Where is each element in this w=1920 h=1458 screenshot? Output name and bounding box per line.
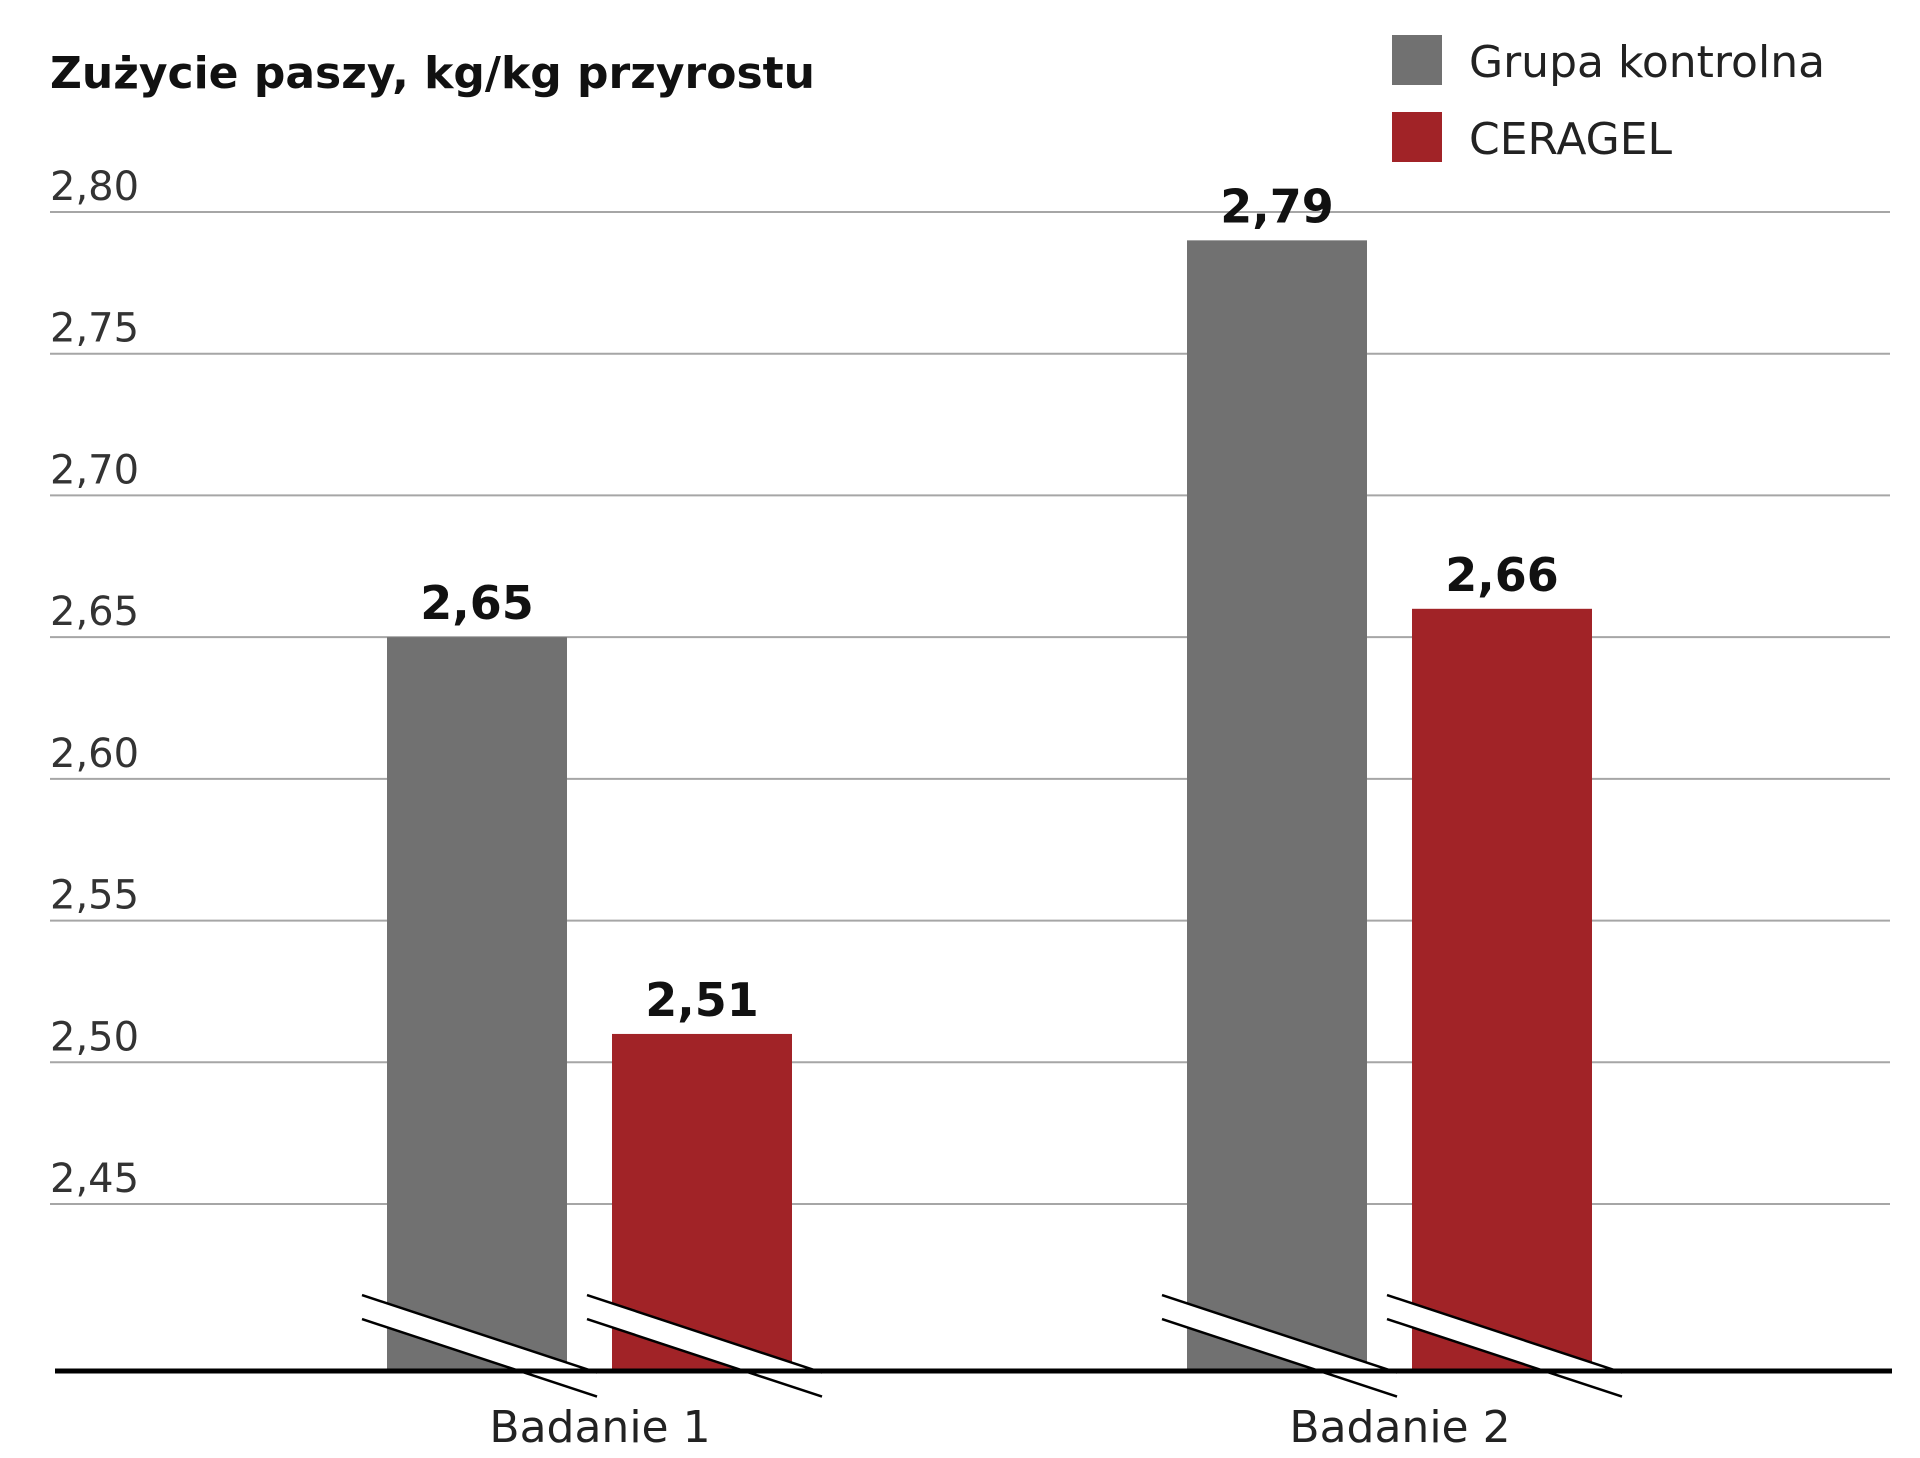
legend-item: CERAGEL [1392,112,1673,165]
category-label: Badanie 1 [489,1402,710,1453]
data-label: 2,65 [420,576,534,630]
break-edge [361,1317,598,1398]
break-edge [586,1293,823,1374]
legend-label: Grupa kontrolna [1469,37,1825,88]
y-tick-label: 2,55 [50,873,139,919]
bar [1412,608,1592,1371]
bars [387,240,1592,1371]
y-tick-label: 2,65 [50,589,139,635]
category-labels: Badanie 1 Badanie 2 [489,1402,1510,1453]
y-axis-tick-labels: 2,45 2,50 2,55 2,60 2,65 2,70 2,75 2,80 [50,164,139,1202]
y-tick-label: 2,60 [50,731,139,777]
y-tick-label: 2,80 [50,164,139,210]
break-edge [586,1317,823,1398]
bar [1187,240,1367,1371]
y-tick-label: 2,50 [50,1014,139,1060]
break-edge [1161,1293,1398,1374]
break-edge [361,1293,598,1374]
legend-swatch [1392,112,1442,162]
legend: Grupa kontrolna CERAGEL [1392,35,1825,165]
legend-label: CERAGEL [1469,114,1673,165]
data-label: 2,79 [1220,179,1334,233]
data-label: 2,66 [1445,548,1559,602]
break-edge [1386,1317,1623,1398]
break-edge [1161,1317,1398,1398]
legend-item: Grupa kontrolna [1392,35,1825,88]
chart-title: Zużycie paszy, kg/kg przyrostu [50,48,815,99]
bar [387,637,567,1371]
y-tick-label: 2,70 [50,447,139,493]
y-tick-label: 2,45 [50,1156,139,1202]
legend-swatch [1392,35,1442,85]
y-tick-label: 2,75 [50,306,139,352]
data-label: 2,51 [645,973,759,1027]
data-labels: 2,65 2,79 2,51 2,66 [420,179,1559,1027]
break-edge [1386,1293,1623,1374]
category-label: Badanie 2 [1289,1402,1510,1453]
gridlines [50,211,1890,1205]
